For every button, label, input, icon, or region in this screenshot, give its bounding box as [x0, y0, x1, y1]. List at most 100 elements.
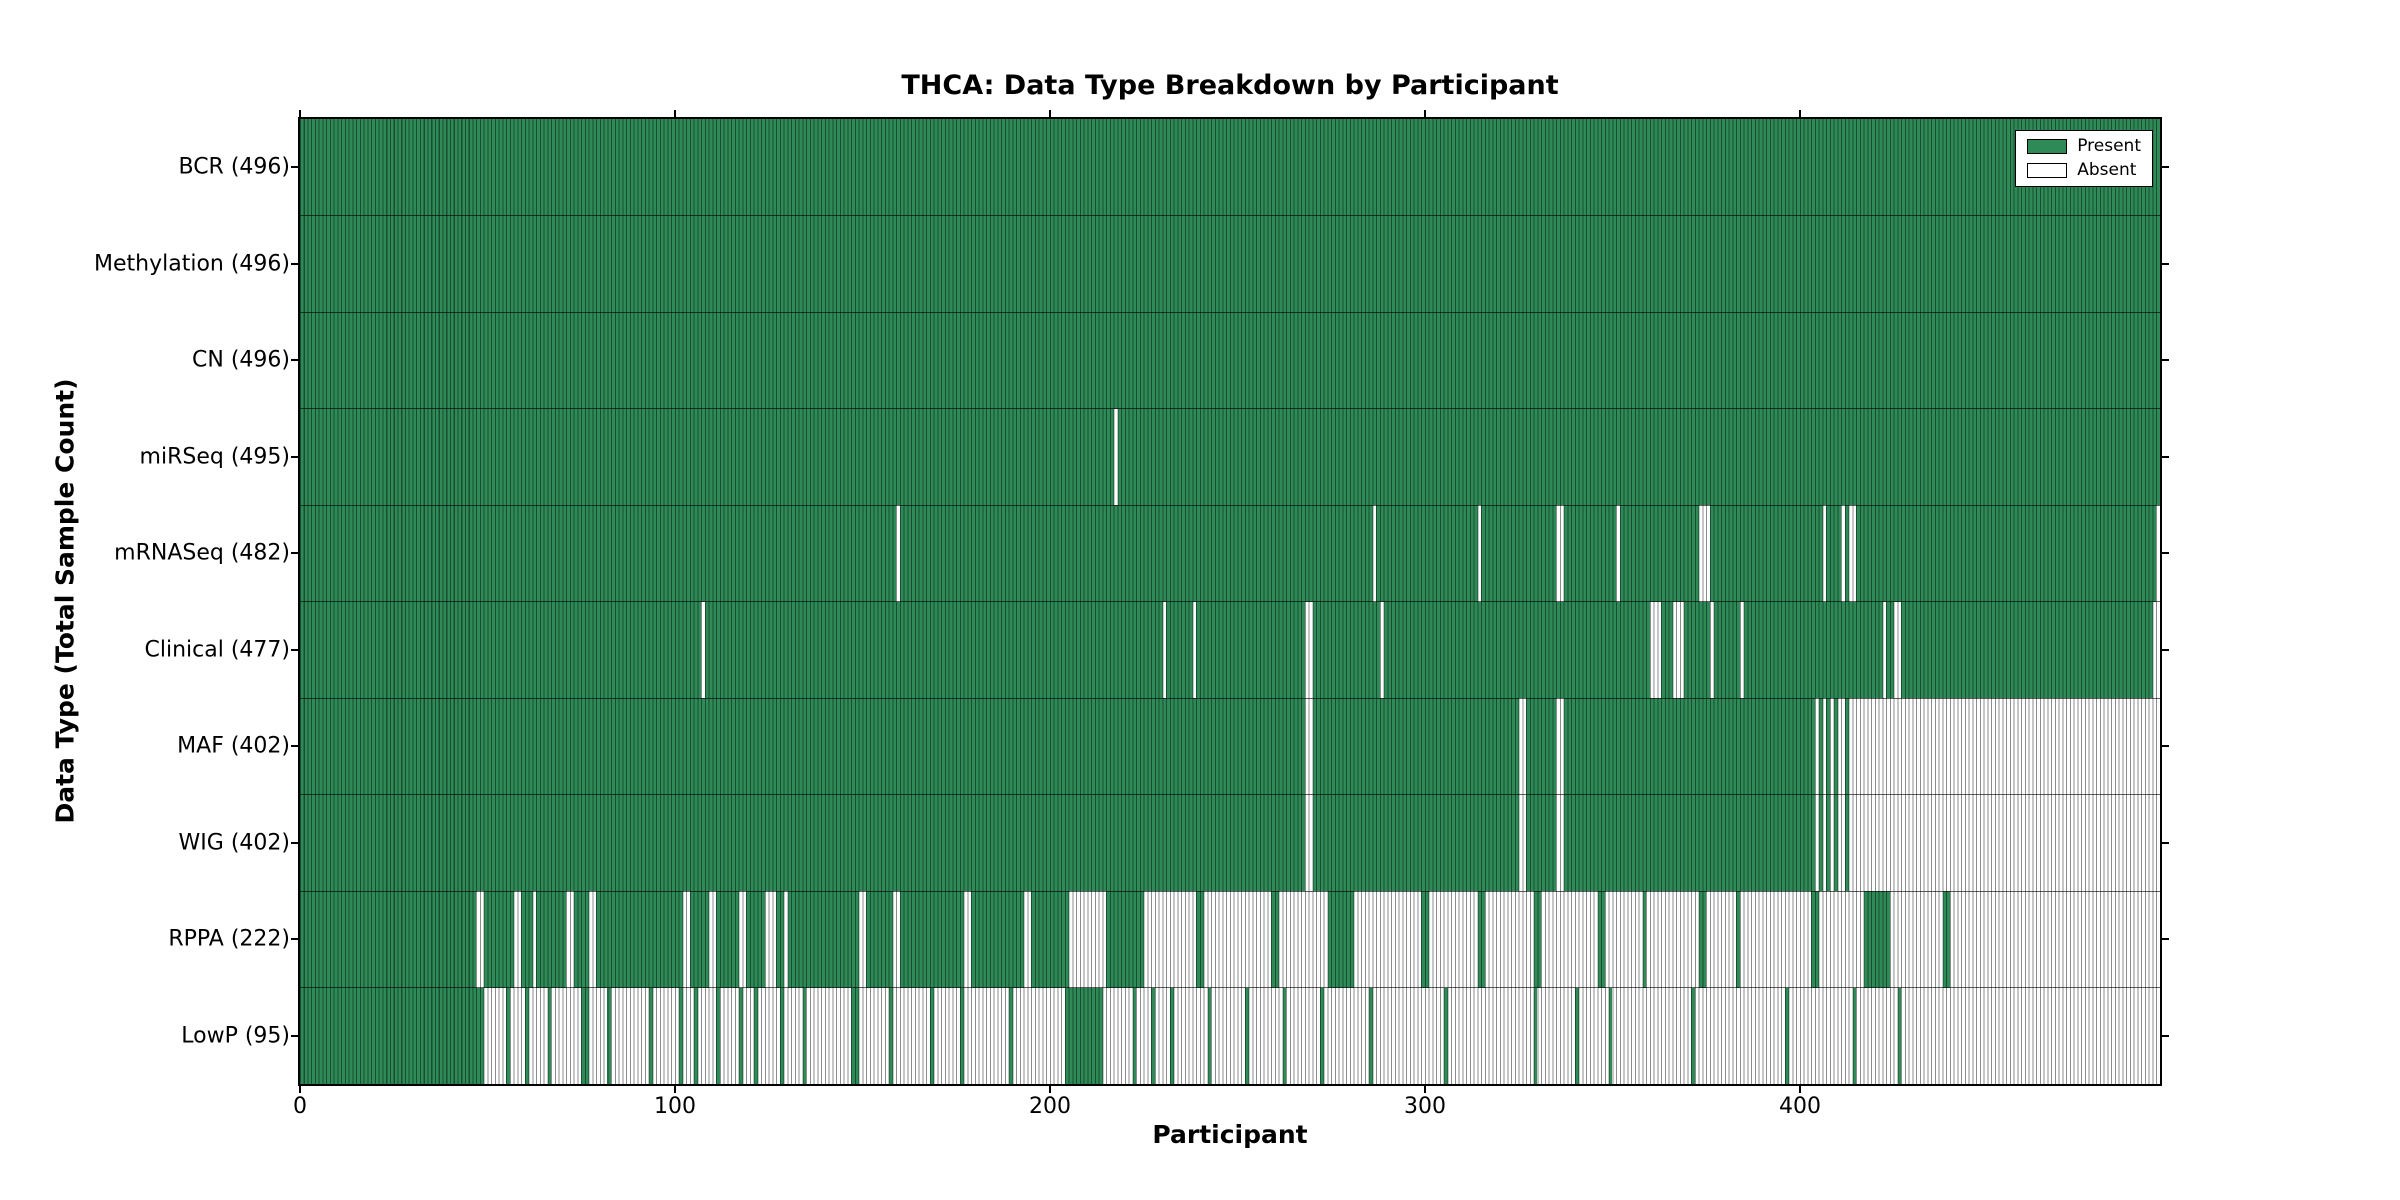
row-boundary-line: [300, 890, 2160, 892]
y-tick-mark-right: [2160, 841, 2169, 844]
present-run: [596, 891, 683, 988]
present-run: [1031, 891, 1069, 988]
y-tick-mark-right: [2160, 745, 2169, 748]
present-run: [573, 891, 589, 988]
present-run: [300, 119, 2160, 216]
present-run: [521, 891, 533, 988]
present-run: [1170, 987, 1174, 1084]
present-run: [1736, 891, 1740, 988]
present-run: [300, 987, 484, 1084]
present-run: [716, 891, 739, 988]
y-tick-mark: [291, 359, 300, 362]
present-run: [1698, 891, 1707, 988]
present-run: [1856, 505, 2157, 602]
present-run: [1620, 505, 1699, 602]
matrix-row-lowp: [300, 987, 2160, 1084]
y-tick-mark-right: [2160, 938, 2169, 941]
matrix-row-mirseq: [300, 408, 2160, 505]
present-run: [1376, 505, 1478, 602]
present-run: [1852, 987, 1857, 1084]
x-tick-label: 200: [1029, 1094, 1071, 1119]
y-tick-mark: [291, 455, 300, 458]
present-run: [900, 891, 964, 988]
present-run: [1713, 601, 1740, 698]
x-tick-mark-top: [1799, 110, 1801, 119]
matrix-rows: [300, 119, 2160, 1084]
y-tick-label-wig: WIG (402): [178, 830, 290, 856]
legend: Present Absent: [2015, 130, 2153, 187]
present-run: [1132, 987, 1137, 1084]
present-run: [780, 987, 784, 1084]
y-tick-label-rppa: RPPA (222): [168, 926, 290, 952]
y-tick-label-maf: MAF (402): [177, 733, 290, 759]
present-run: [678, 987, 683, 1084]
present-run: [1826, 794, 1830, 891]
present-run: [1833, 698, 1838, 795]
present-run: [705, 601, 1163, 698]
row-boundary-line: [300, 311, 2160, 313]
present-run: [1421, 891, 1429, 988]
present-run: [1526, 794, 1557, 891]
present-run: [716, 987, 720, 1084]
present-run: [648, 987, 653, 1084]
legend-item-absent: Absent: [2027, 162, 2141, 179]
present-run: [1563, 794, 1815, 891]
y-tick-mark: [291, 1034, 300, 1037]
y-tick-mark-right: [2160, 648, 2169, 651]
present-run: [900, 505, 1373, 602]
present-run: [1826, 698, 1830, 795]
x-tick-label: 0: [293, 1094, 307, 1119]
row-boundary-line: [300, 215, 2160, 216]
present-run: [690, 891, 709, 988]
present-run: [300, 891, 477, 988]
present-run: [1942, 891, 1950, 988]
matrix-row-mrnaseq: [300, 505, 2160, 602]
y-tick-mark: [291, 841, 300, 844]
present-run: [1661, 601, 1673, 698]
present-run: [1245, 987, 1249, 1084]
x-tick-mark: [1049, 1084, 1051, 1093]
x-tick-mark-top: [299, 110, 301, 119]
present-run: [802, 987, 807, 1084]
present-run: [1563, 505, 1617, 602]
present-run: [1886, 601, 1894, 698]
present-run: [525, 987, 529, 1084]
present-run: [483, 891, 514, 988]
y-tick-mark-right: [2160, 552, 2169, 555]
x-tick-label: 400: [1779, 1094, 1821, 1119]
present-run: [1312, 794, 1519, 891]
present-run: [547, 987, 552, 1084]
present-run: [1845, 505, 1849, 602]
y-tick-mark-right: [2160, 166, 2169, 169]
present-run: [888, 987, 893, 1084]
present-run: [971, 891, 1024, 988]
matrix-row-rppa: [300, 891, 2160, 988]
y-tick-mark: [291, 262, 300, 265]
present-run: [1320, 987, 1324, 1084]
present-run: [1151, 987, 1155, 1084]
matrix-row-clinical: [300, 601, 2160, 698]
present-run: [1743, 601, 1883, 698]
row-boundary-line: [300, 601, 2160, 602]
present-run: [753, 987, 758, 1084]
row-boundary-line: [300, 987, 2160, 988]
legend-absent-label: Absent: [2077, 160, 2137, 180]
present-run: [1106, 891, 1144, 988]
present-run: [1271, 891, 1279, 988]
present-run: [1065, 987, 1103, 1084]
present-run: [1691, 987, 1695, 1084]
present-run: [866, 891, 893, 988]
present-run: [1383, 601, 1650, 698]
matrix-row-wig: [300, 794, 2160, 891]
y-tick-label-mirseq: miRSeq (495): [139, 444, 290, 470]
present-run: [1312, 698, 1519, 795]
row-boundary-line: [300, 697, 2160, 699]
present-run: [1368, 987, 1373, 1084]
present-run: [607, 987, 612, 1084]
present-run: [1818, 698, 1823, 795]
present-run: [300, 408, 1114, 505]
row-boundary-line: [300, 794, 2160, 795]
y-tick-mark: [291, 745, 300, 748]
present-swatch: [2027, 139, 2068, 154]
